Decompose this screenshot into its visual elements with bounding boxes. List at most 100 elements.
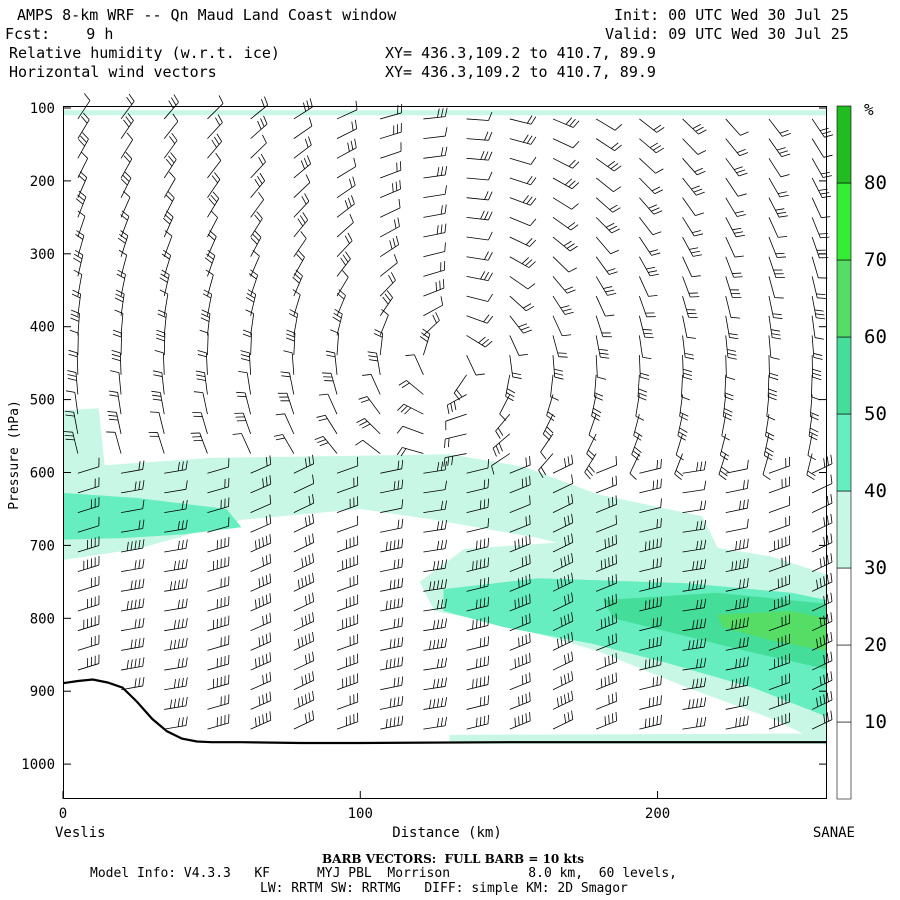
wind-barb-feather (699, 579, 703, 589)
wind-barb (725, 335, 737, 360)
wind-barb-shaft (682, 158, 698, 176)
wind-barb-feather (681, 396, 691, 401)
wind-barb (250, 612, 272, 632)
wind-barb-shaft (250, 123, 268, 139)
wind-barb-feather (312, 494, 315, 504)
wind-barb (509, 672, 531, 691)
wind-barb (552, 671, 574, 691)
wind-barb (552, 157, 580, 169)
wind-barb-feather (353, 157, 357, 167)
wind-barb (466, 695, 490, 710)
wind-barb-feather (727, 349, 737, 352)
wind-barb-feather (436, 521, 440, 531)
wind-barb-feather (303, 157, 309, 167)
wind-barb-feather (608, 695, 610, 705)
wind-barb (811, 374, 821, 401)
wind-barb-shaft (163, 293, 169, 316)
wind-barb-feather (355, 100, 358, 110)
wind-barb-feather (731, 561, 734, 571)
wind-barb-shaft (595, 138, 615, 151)
wind-barb (293, 136, 312, 159)
wind-barb (466, 459, 490, 474)
wind-barb-feather (615, 672, 617, 682)
wind-barb-feather (300, 160, 305, 170)
wind-barb-feather (250, 237, 258, 245)
wind-barb-feather (632, 450, 641, 457)
wind-barb-feather (746, 617, 749, 627)
wind-barb-feather (569, 118, 576, 127)
wind-barb-shaft (207, 160, 222, 179)
wind-barb-feather (823, 635, 826, 645)
wind-barb-shaft (380, 625, 402, 632)
wind-barb-feather (207, 233, 215, 241)
wind-barb-feather (553, 368, 563, 372)
wind-barb-feather (571, 631, 574, 641)
wind-barb (595, 335, 610, 359)
wind-barb-feather (384, 293, 391, 302)
wind-barb-feather (436, 225, 439, 235)
wind-barb-feather (638, 388, 648, 393)
wind-barb (120, 519, 145, 533)
wind-barb-shaft (509, 138, 532, 145)
wind-barb-feather (117, 237, 126, 244)
wind-barb (552, 335, 568, 358)
wind-barb-feather (397, 696, 400, 706)
wind-barb-shaft (77, 274, 83, 297)
wind-barb-feather (735, 678, 738, 688)
wind-barb-feather (611, 634, 614, 644)
wind-barb-shaft (767, 374, 770, 397)
wind-barb (162, 210, 174, 238)
wind-barb-shaft (77, 604, 99, 612)
wind-barb-feather (197, 354, 207, 358)
wind-barb-feather (72, 289, 81, 295)
wind-barb-feather (648, 698, 651, 708)
wind-barb-feather (823, 714, 826, 724)
wind-barb (682, 197, 705, 216)
wind-barb-shaft (336, 166, 357, 179)
wind-barb-feather (514, 717, 516, 727)
wind-barb (336, 176, 356, 198)
wind-barb-shaft (423, 155, 446, 159)
wind-barb (423, 185, 447, 199)
wind-barb-feather (258, 696, 261, 706)
wind-barb-feather (168, 100, 174, 109)
wind-barb (586, 433, 597, 461)
wind-barb (250, 691, 272, 710)
wind-barb (423, 559, 448, 573)
wind-barb (595, 118, 623, 131)
wind-barb-feather (782, 133, 791, 137)
wind-barb (492, 433, 511, 457)
wind-barb-feather (607, 292, 617, 296)
wind-barb-feather (775, 252, 785, 255)
wind-barb (725, 676, 749, 691)
wind-barb-feather (743, 716, 745, 726)
wind-barb (246, 289, 257, 316)
wind-barb-feather (778, 215, 789, 218)
wind-barb-shaft (509, 720, 531, 730)
wind-barb-feather (269, 514, 272, 524)
wind-barb (639, 138, 665, 154)
wind-barb (77, 132, 89, 159)
wind-barb-shaft (336, 603, 358, 612)
wind-barb-feather (819, 696, 822, 706)
y-tick-label: 200 (30, 174, 55, 190)
wind-barb-feather (456, 389, 463, 398)
wind-barb (199, 329, 209, 356)
wind-barb-feather (312, 454, 315, 464)
wind-barb-shaft (250, 199, 264, 218)
wind-barb-feather (648, 204, 658, 209)
wind-barb-feather (262, 655, 264, 665)
wind-barb-feather (204, 257, 213, 264)
wind-barb-feather (721, 451, 730, 457)
wind-barb-feather (721, 435, 730, 441)
wind-barb-shaft (725, 507, 748, 513)
wind-barb-feather (538, 469, 544, 479)
wind-barb-shaft (466, 684, 489, 691)
wind-barb-feather (699, 500, 703, 510)
wind-barb (768, 335, 780, 360)
wind-barb-shaft (250, 700, 271, 710)
wind-barb-feather (308, 535, 311, 545)
wind-barb (552, 295, 574, 315)
wind-barb-feather (177, 698, 180, 708)
wind-barb-feather (521, 537, 524, 547)
